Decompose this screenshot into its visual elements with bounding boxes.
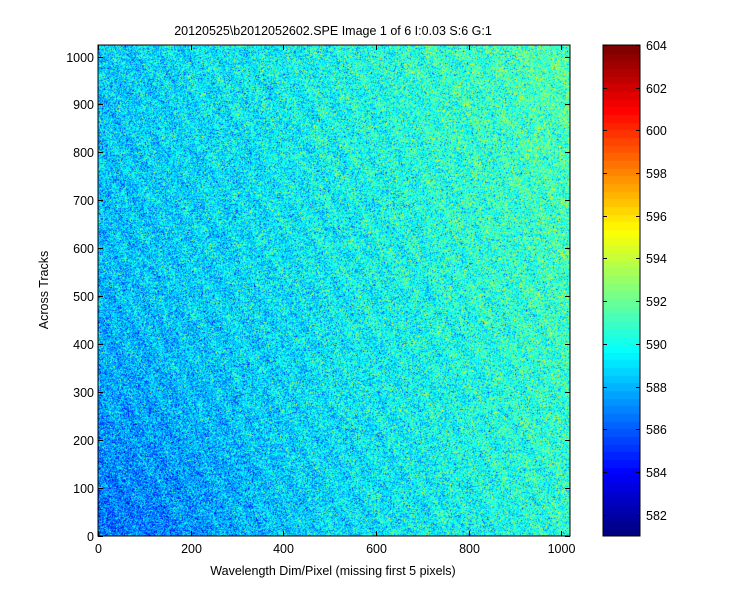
colorbar-image (603, 45, 640, 536)
colorbar-frame (602, 44, 641, 537)
colorbar-tick-label: 604 (646, 39, 667, 53)
y-tick-label: 700 (73, 194, 94, 208)
plot-frame (97, 44, 571, 537)
chart-title: 20120525\b2012052602.SPE Image 1 of 6 I:… (174, 24, 492, 38)
y-axis-label: Across Tracks (37, 251, 51, 330)
x-axis: 0 200 400 600 800 1000 (95, 45, 575, 556)
colorbar-tick-label: 582 (646, 509, 667, 523)
heatmap-image (98, 45, 570, 536)
y-tick-label: 1000 (66, 51, 94, 65)
colorbar-tick-label: 588 (646, 381, 667, 395)
colorbar-tick-label: 600 (646, 124, 667, 138)
colorbar-tick-label: 594 (646, 252, 667, 266)
colorbar-tick-label: 602 (646, 82, 667, 96)
y-tick-label: 500 (73, 290, 94, 304)
x-axis-label: Wavelength Dim/Pixel (missing first 5 pi… (210, 564, 455, 578)
y-tick-label: 0 (87, 530, 94, 544)
y-tick-label: 300 (73, 386, 94, 400)
y-tick-label: 400 (73, 338, 94, 352)
y-tick-label: 600 (73, 242, 94, 256)
y-tick-label: 800 (73, 146, 94, 160)
colorbar-axis: 582 584 586 588 590 592 594 596 598 600 602 604 (603, 39, 667, 523)
x-tick-label: 0 (95, 542, 102, 556)
colorbar-tick-label: 590 (646, 338, 667, 352)
colorbar-tick-label: 598 (646, 167, 667, 181)
x-tick-label: 800 (459, 542, 480, 556)
x-tick-label: 200 (181, 542, 202, 556)
x-tick-label: 400 (273, 542, 294, 556)
y-axis: 0 100 200 300 400 500 600 700 800 900 1000 (66, 51, 570, 544)
colorbar-tick-label: 586 (646, 423, 667, 437)
y-tick-label: 200 (73, 434, 94, 448)
colorbar-tick-label: 592 (646, 295, 667, 309)
y-tick-label: 900 (73, 98, 94, 112)
y-tick-label: 100 (73, 482, 94, 496)
x-tick-label: 600 (366, 542, 387, 556)
x-tick-label: 1000 (548, 542, 576, 556)
colorbar-tick-label: 596 (646, 210, 667, 224)
colorbar-tick-label: 584 (646, 466, 667, 480)
